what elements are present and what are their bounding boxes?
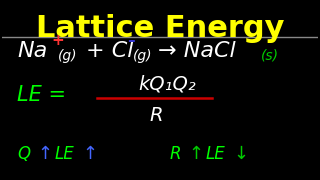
Text: LE: LE xyxy=(55,145,75,163)
Text: ↑: ↑ xyxy=(37,145,52,163)
Text: ↑: ↑ xyxy=(83,145,98,163)
Text: + Cl: + Cl xyxy=(85,41,133,61)
Text: LE: LE xyxy=(206,145,226,163)
Text: Lattice Energy: Lattice Energy xyxy=(36,14,284,43)
Text: –: – xyxy=(127,33,135,48)
Text: LE =: LE = xyxy=(18,85,67,105)
Text: ↓: ↓ xyxy=(234,145,249,163)
Text: Q: Q xyxy=(18,145,31,163)
Text: ↑: ↑ xyxy=(188,145,203,163)
Text: kQ₁Q₂: kQ₁Q₂ xyxy=(138,74,196,93)
Text: → NaCl: → NaCl xyxy=(158,41,236,61)
Text: +: + xyxy=(52,33,64,48)
Text: R: R xyxy=(150,106,164,125)
Text: (g): (g) xyxy=(58,49,77,63)
Text: R: R xyxy=(170,145,181,163)
Text: (g): (g) xyxy=(133,49,153,63)
Text: (s): (s) xyxy=(261,49,279,63)
Text: Na: Na xyxy=(18,41,48,61)
